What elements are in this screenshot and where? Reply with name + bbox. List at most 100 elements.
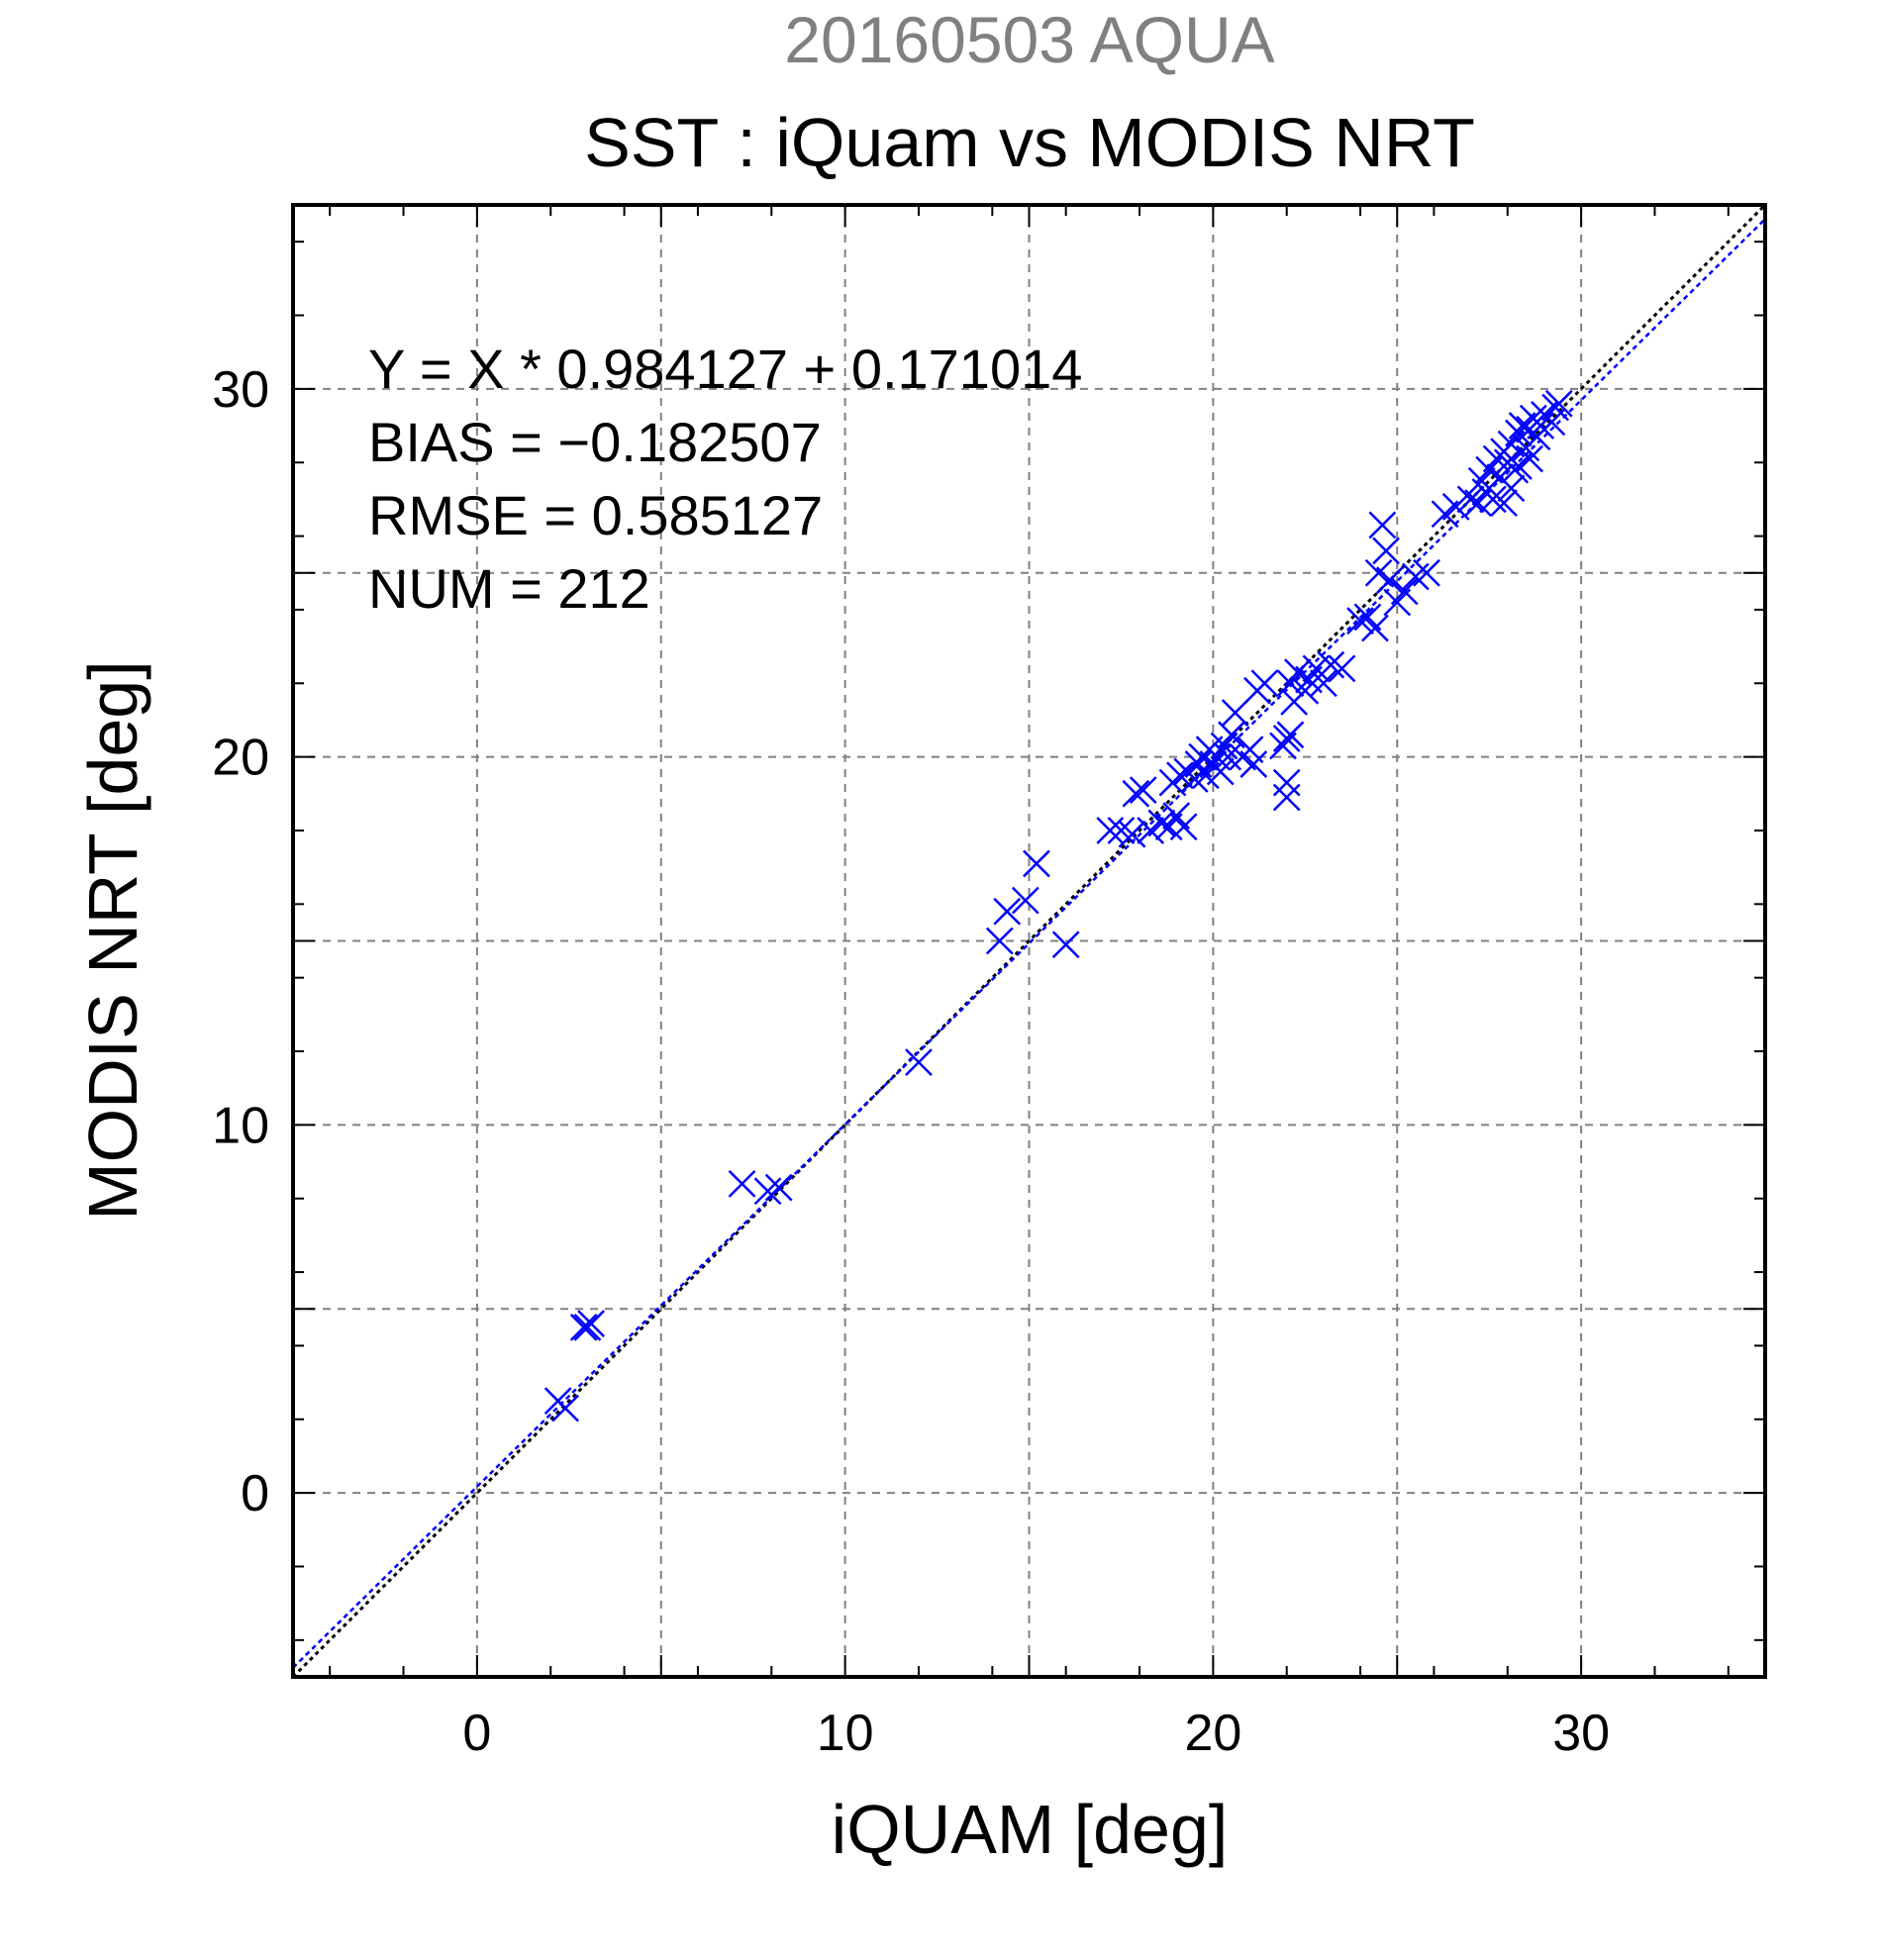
data-point [1291, 676, 1320, 705]
data-point-stroke [1250, 669, 1279, 698]
data-point [993, 897, 1022, 926]
data-point [577, 1310, 606, 1338]
num-stat: NUM = 212 [368, 557, 650, 620]
data-point-stroke [1184, 750, 1213, 778]
data-point-stroke [1490, 489, 1518, 518]
chart-supertitle: 20160503 AQUA [784, 3, 1274, 76]
data-point [1456, 485, 1485, 514]
x-tick-label: 0 [462, 1705, 491, 1762]
data-point-stroke [1129, 776, 1157, 804]
data-point [1096, 817, 1125, 844]
data-point [1317, 650, 1345, 679]
data-point-stroke [1206, 757, 1235, 786]
data-point-stroke [1544, 389, 1573, 418]
data-point [1441, 492, 1470, 521]
data-points [544, 389, 1573, 1422]
data-point-stroke [569, 1313, 598, 1341]
y-tick-label: 0 [241, 1465, 269, 1522]
data-point [1310, 669, 1337, 698]
data-point [1527, 412, 1555, 440]
data-point [1206, 757, 1235, 786]
data-point-stroke [1122, 779, 1150, 808]
data-point-stroke [1051, 931, 1080, 959]
data-point-stroke [1166, 761, 1194, 790]
data-point [1023, 849, 1050, 878]
data-point [1413, 558, 1440, 587]
tick-labels: 0 10 20 30 0 10 20 30 [212, 361, 1610, 1762]
data-point-stroke [1441, 492, 1470, 521]
data-point [1147, 809, 1176, 837]
data-point-stroke [551, 1394, 579, 1422]
bias-stat: BIAS = −0.182507 [368, 411, 822, 473]
data-point-stroke [1276, 721, 1305, 749]
data-point [551, 1394, 579, 1422]
y-tick-label: 30 [212, 361, 269, 419]
data-point-stroke [1011, 886, 1040, 915]
data-point-stroke [1317, 650, 1345, 679]
data-point-stroke [1456, 485, 1485, 514]
data-point [1375, 566, 1404, 595]
data-point [1276, 721, 1305, 749]
data-point [1221, 699, 1249, 727]
data-point-stroke [728, 1169, 756, 1198]
data-point-stroke [1401, 562, 1430, 591]
data-point-stroke [1291, 676, 1320, 705]
x-tick-label: 30 [1552, 1705, 1610, 1762]
data-point [1011, 886, 1040, 915]
data-point [1250, 669, 1279, 698]
data-point-stroke [1147, 809, 1176, 837]
data-point [1051, 931, 1080, 959]
data-point-stroke [1107, 817, 1136, 844]
data-point-stroke [764, 1173, 793, 1202]
y-axis-label: MODIS NRT [deg] [74, 660, 151, 1220]
data-point-stroke [1214, 742, 1242, 771]
data-point [1544, 389, 1573, 418]
data-point [764, 1173, 793, 1202]
x-tick-label: 20 [1184, 1705, 1241, 1762]
data-point-stroke [1283, 658, 1312, 687]
chart-title: SST : iQuam vs MODIS NRT [584, 104, 1475, 181]
data-point [1346, 607, 1374, 635]
data-point [1516, 444, 1543, 473]
data-point [1272, 768, 1301, 797]
data-point-stroke [1023, 849, 1050, 878]
data-point-stroke [985, 927, 1014, 955]
data-point-stroke [1527, 412, 1555, 440]
data-point-stroke [1096, 817, 1125, 844]
data-point-stroke [1361, 614, 1389, 642]
data-point-stroke [1413, 558, 1440, 587]
data-point-stroke [1364, 558, 1393, 587]
data-point [1129, 776, 1157, 804]
data-point [1372, 537, 1400, 565]
data-point [905, 1048, 933, 1077]
data-point [1169, 813, 1198, 841]
data-point-stroke [1368, 511, 1397, 539]
data-point-stroke [1236, 735, 1264, 764]
data-point-stroke [1516, 444, 1543, 473]
data-point-stroke [1169, 813, 1198, 841]
data-point-stroke [1375, 566, 1404, 595]
fit-statistics: Y = X * 0.984127 + 0.171014 BIAS = −0.18… [368, 338, 1082, 620]
data-point [1471, 478, 1500, 506]
data-point [1122, 779, 1150, 808]
data-point-stroke [1239, 750, 1268, 778]
grid [293, 205, 1765, 1677]
data-point [1401, 562, 1430, 591]
plot-frame [291, 203, 1767, 1679]
regression-fit-line [293, 218, 1765, 1669]
data-point [985, 927, 1014, 955]
data-point-stroke [1162, 802, 1191, 830]
data-point [1214, 742, 1242, 771]
data-point-stroke [1310, 669, 1337, 698]
data-point-stroke [1353, 603, 1382, 632]
data-point-stroke [753, 1177, 782, 1206]
data-point [1490, 489, 1518, 518]
x-tick-label: 10 [817, 1705, 874, 1762]
data-point-stroke [1218, 721, 1245, 749]
data-point-stroke [1272, 783, 1301, 812]
data-point [728, 1169, 756, 1198]
rmse-stat: RMSE = 0.585127 [368, 484, 823, 546]
data-point [1497, 474, 1526, 503]
